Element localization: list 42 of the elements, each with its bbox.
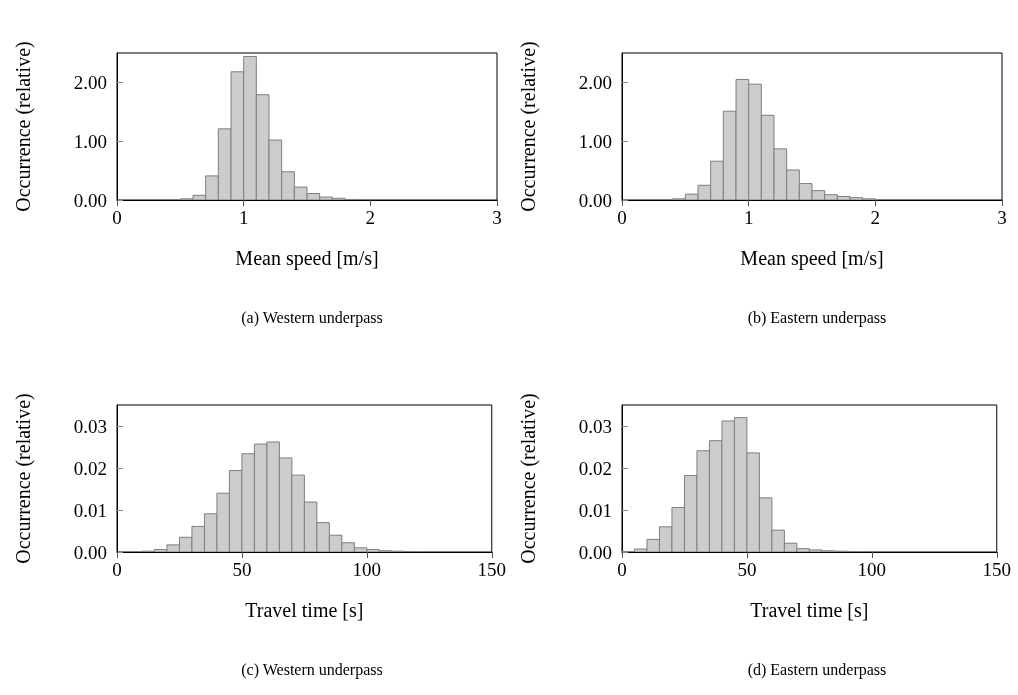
x-tick-label: 0 bbox=[112, 207, 122, 228]
y-tick-label: 0.00 bbox=[73, 189, 107, 211]
x-axis-title: Travel time [s] bbox=[750, 599, 869, 621]
x-tick-label: 150 bbox=[477, 559, 506, 580]
y-tick-label: 2.00 bbox=[73, 71, 107, 93]
y-tick-label: 1.00 bbox=[73, 130, 107, 152]
x-tick-label: 1 bbox=[238, 207, 249, 228]
y-tick-label: 0.03 bbox=[578, 415, 612, 437]
y-tick-label: 1.00 bbox=[578, 130, 612, 152]
text: (b) Eastern underpass bbox=[747, 308, 887, 327]
y-tick-label: 0.01 bbox=[578, 499, 612, 521]
y-axis-title: Occurrence (relative) bbox=[12, 393, 35, 564]
text: (a) Western underpass bbox=[241, 308, 383, 327]
y-tick-label: 0.00 bbox=[73, 541, 107, 563]
x-tick-label: 0 bbox=[617, 207, 627, 228]
x-tick-label: 2 bbox=[870, 207, 881, 228]
y-axis-title: Occurrence (relative) bbox=[517, 41, 540, 212]
y-axis-title: Occurrence (relative) bbox=[517, 393, 540, 564]
x-tick-label: 100 bbox=[352, 559, 382, 580]
text: (c) Western underpass bbox=[241, 660, 383, 679]
x-tick-label: 0 bbox=[617, 559, 627, 580]
x-tick-label: 3 bbox=[997, 207, 1007, 228]
x-tick-label: 0 bbox=[112, 559, 122, 580]
x-axis-title: Mean speed [m/s] bbox=[740, 247, 884, 270]
x-tick-label: 50 bbox=[737, 559, 757, 580]
x-tick-label: 150 bbox=[982, 559, 1011, 580]
y-axis-title: Occurrence (relative) bbox=[12, 41, 35, 212]
y-tick-label: 0.01 bbox=[73, 499, 107, 521]
x-tick-label: 1 bbox=[743, 207, 754, 228]
x-tick-label: 3 bbox=[492, 207, 502, 228]
x-tick-label: 100 bbox=[857, 559, 887, 580]
text: (d) Eastern underpass bbox=[747, 660, 887, 679]
y-tick-label: 0.02 bbox=[73, 457, 107, 479]
y-tick-label: 0.02 bbox=[578, 457, 612, 479]
y-tick-label: 0.00 bbox=[578, 189, 612, 211]
y-tick-label: 0.00 bbox=[578, 541, 612, 563]
x-tick-label: 2 bbox=[365, 207, 376, 228]
x-axis-title: Travel time [s] bbox=[245, 599, 364, 621]
y-tick-label: 2.00 bbox=[578, 71, 612, 93]
x-axis-title: Mean speed [m/s] bbox=[235, 247, 379, 270]
x-tick-label: 50 bbox=[232, 559, 252, 580]
y-tick-label: 0.03 bbox=[73, 415, 107, 437]
